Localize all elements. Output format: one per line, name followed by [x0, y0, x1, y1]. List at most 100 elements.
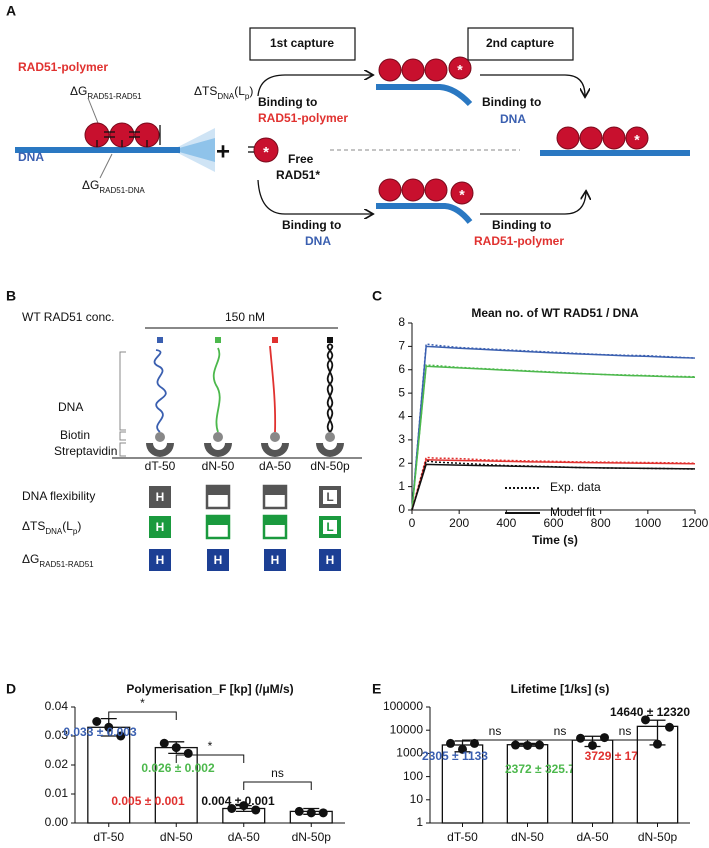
x-tick-label: dT-50 — [93, 830, 124, 844]
significance-label: ns — [489, 724, 502, 738]
text-part: p — [73, 527, 78, 536]
x-tick-label: 1000 — [634, 516, 661, 530]
y-tick-label: 2 — [398, 455, 405, 469]
chart-title: Mean no. of WT RAD51 / DNA — [471, 306, 639, 320]
y-tick-label: 4 — [398, 409, 405, 423]
data-point — [239, 801, 249, 811]
bonds — [248, 146, 254, 153]
text-part: ΔG — [70, 84, 87, 98]
energy-label: ΔGRAD51-DNA — [82, 178, 145, 194]
cell: L — [319, 516, 341, 538]
text-part: ) — [77, 519, 81, 533]
significance-label: * — [208, 739, 213, 753]
free-label: RAD51* — [276, 168, 320, 182]
x-tick-label: dT-50 — [447, 830, 478, 844]
energy-label: ΔGRAD51-RAD51 — [70, 84, 142, 100]
x-axis-label: Time (s) — [532, 533, 578, 547]
data-point — [92, 717, 102, 726]
y-tick-label: 1 — [398, 479, 405, 493]
text-part: DNA — [45, 527, 63, 536]
cell-label: H — [156, 490, 165, 504]
value-label: 0.033 ± 0.003 — [63, 725, 137, 739]
text-part: DNA — [217, 92, 235, 101]
streptavidin — [146, 443, 174, 457]
polymer — [378, 178, 474, 205]
data-point — [458, 744, 467, 754]
y-tick-label: 5 — [398, 385, 405, 399]
pointer — [99, 153, 113, 179]
category-label: dA-50 — [259, 459, 291, 473]
dna-strand — [212, 347, 221, 433]
dna-label: DNA — [18, 150, 44, 164]
streptavidin — [204, 443, 232, 457]
panel-label: D — [6, 681, 16, 697]
cell — [262, 514, 288, 540]
route-label: DNA — [500, 112, 526, 126]
box — [467, 27, 574, 61]
data-point — [665, 722, 674, 732]
cell-label: H — [326, 553, 335, 567]
free-label: Free — [288, 152, 314, 166]
color-key — [327, 337, 333, 343]
route-label: RAD51-polymer — [258, 111, 348, 125]
data-point — [306, 808, 316, 818]
polymer — [84, 122, 160, 148]
text-part: (L — [62, 519, 73, 533]
panel-b: B WT RAD51 conc. 150 nM DNA Biotin Strep… — [6, 288, 362, 459]
x-tick-label: dN-50p — [638, 830, 678, 844]
route-label: Binding to — [282, 218, 341, 232]
cell: L — [319, 486, 341, 508]
y-tick-label: 0.01 — [45, 786, 69, 800]
row-label: ΔTSDNA(Lp) — [22, 519, 81, 535]
cell: H — [149, 516, 171, 538]
data-point — [104, 722, 114, 732]
cell-label: H — [156, 520, 165, 534]
cell — [205, 514, 231, 540]
dna-strand — [153, 349, 167, 433]
data-point — [641, 715, 650, 725]
streptavidin — [316, 443, 344, 457]
value-label: 0.004 ± 0.001 — [201, 794, 275, 808]
biotin — [325, 432, 335, 442]
bar — [87, 726, 131, 824]
data-point — [511, 740, 520, 750]
text-part: RAD51-DNA — [99, 186, 145, 195]
cell-box — [149, 549, 171, 571]
polymer — [556, 126, 649, 150]
x-tick-label: 800 — [591, 516, 611, 530]
category-label: dN-50p — [310, 459, 350, 473]
dna — [540, 150, 690, 156]
cell — [262, 484, 288, 510]
conc-value: 150 nM — [225, 310, 265, 324]
box-label: 2nd capture — [486, 36, 554, 50]
data-point — [159, 738, 169, 748]
cell: H — [207, 549, 229, 571]
cell-inner — [323, 520, 337, 534]
star: * — [459, 187, 465, 203]
text-part: ) — [249, 84, 253, 98]
text-part: ΔTS — [194, 84, 217, 98]
cell: H — [149, 486, 171, 508]
dna-strand — [326, 343, 334, 433]
bonds — [96, 125, 161, 147]
x-tick-label: 200 — [449, 516, 469, 530]
y-tick-label: 100000 — [383, 699, 423, 713]
energy-label: ΔTSDNA(Lp) — [194, 84, 253, 100]
color-key — [272, 337, 278, 343]
value-label: 0.026 ± 0.002 — [141, 761, 215, 775]
chart-title: Polymerisation_F [kp] (/μM/s) — [126, 682, 293, 696]
significance-bracket — [175, 754, 245, 763]
series-line — [411, 345, 696, 511]
legend-label: Exp. data — [550, 480, 601, 494]
arrow — [480, 74, 585, 96]
cell-box — [319, 549, 341, 571]
x-tick-label: 0 — [409, 516, 416, 530]
y-tick-label: 10000 — [390, 722, 424, 736]
category-label: dT-50 — [145, 459, 176, 473]
y-tick-label: 0.04 — [45, 699, 69, 713]
cell-label: H — [271, 553, 280, 567]
free-rad51 — [253, 137, 279, 163]
biotin — [270, 432, 280, 442]
data-point — [183, 748, 193, 758]
text-part: ΔTS — [22, 519, 45, 533]
